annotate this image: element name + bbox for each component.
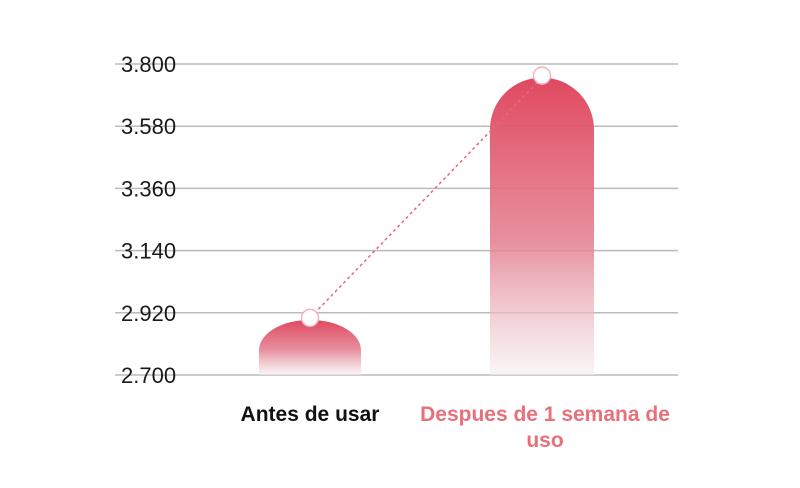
bars — [259, 77, 594, 375]
y-tick-label: 3.360 — [121, 176, 176, 201]
markers — [300, 66, 552, 328]
connector-line — [309, 77, 543, 319]
category-label-after: Despues de 1 semana de uso — [420, 403, 670, 452]
bar-1 — [490, 77, 594, 375]
value-marker-1 — [532, 66, 552, 85]
y-tick-label: 2.920 — [121, 301, 176, 326]
value-marker-0 — [300, 308, 320, 328]
category-label-before: Antes de usar — [240, 403, 380, 426]
y-tick-label: 3.800 — [121, 52, 176, 77]
y-tick-label: 2.700 — [121, 363, 176, 388]
y-tick-label: 3.580 — [121, 114, 176, 139]
y-axis-tick-labels: 2.700 2.920 3.140 3.360 3.580 3.800 — [121, 52, 176, 388]
bar-0 — [259, 319, 361, 375]
connector — [309, 77, 543, 319]
y-tick-label: 3.140 — [121, 239, 176, 264]
